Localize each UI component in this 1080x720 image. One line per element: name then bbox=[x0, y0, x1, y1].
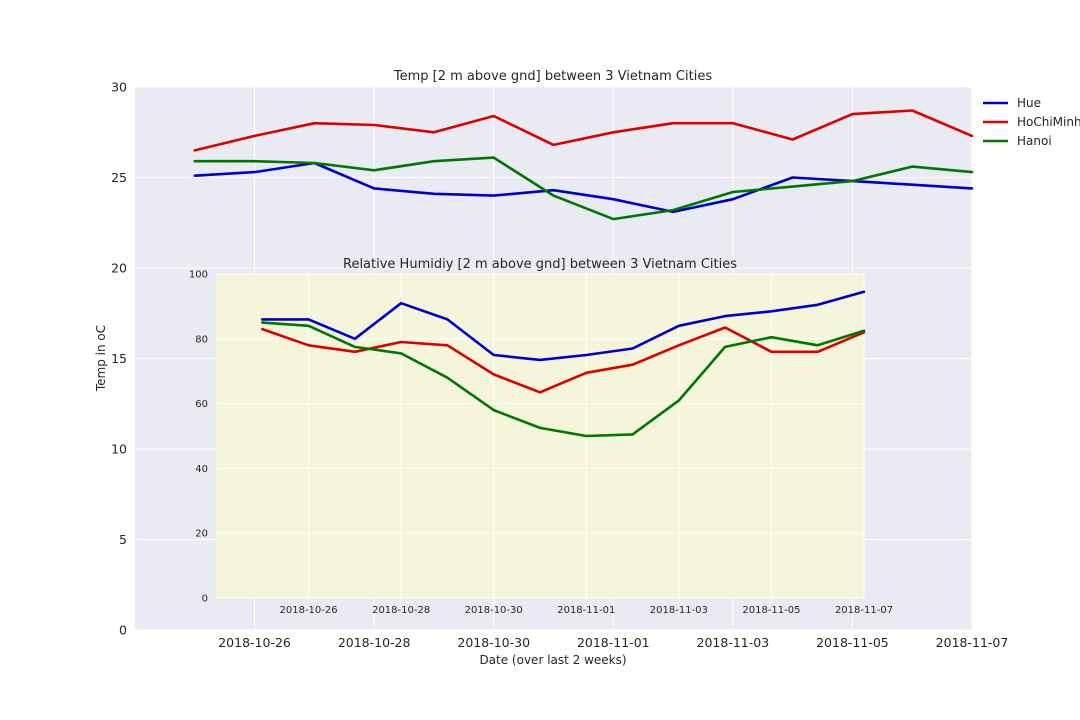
main-x-tick-label: 2018-10-28 bbox=[338, 635, 411, 650]
inset-series-lines bbox=[260, 290, 866, 438]
main-x-tick-label: 2018-11-05 bbox=[816, 635, 889, 650]
inset-chart-title: Relative Humidiy [2 m above gnd] between… bbox=[343, 257, 737, 272]
main-chart-title: Temp [2 m above gnd] between 3 Vietnam C… bbox=[393, 69, 712, 84]
legend-label-hue: Hue bbox=[1017, 96, 1041, 110]
main-series-hochiminh-line bbox=[193, 109, 974, 152]
inset-x-tick-label: 2018-10-28 bbox=[372, 605, 430, 616]
inset-chart: 2018-10-26 2018-10-28 2018-10-30 2018-11-01… bbox=[189, 257, 893, 616]
main-series-hue-line bbox=[193, 161, 974, 214]
legend: Hue HoChiMinh Hanoi bbox=[983, 96, 1080, 148]
main-y-tick-label: 10 bbox=[111, 441, 127, 456]
main-y-tick-label: 15 bbox=[111, 351, 127, 366]
inset-y-tick-label: 100 bbox=[189, 270, 208, 281]
inset-y-tick-label: 20 bbox=[195, 529, 208, 540]
main-y-tick-label: 5 bbox=[119, 532, 127, 547]
main-y-axis-label: Temp in oC bbox=[94, 325, 108, 392]
inset-series-hochiminh-line bbox=[260, 326, 866, 394]
main-y-tick-label: 25 bbox=[111, 170, 127, 185]
inset-x-tick-label: 2018-11-03 bbox=[650, 605, 708, 616]
main-y-tick-label: 0 bbox=[119, 622, 127, 637]
inset-x-tick-label: 2018-11-01 bbox=[557, 605, 615, 616]
main-series-lines bbox=[193, 109, 974, 221]
inset-y-tick-label: 60 bbox=[195, 399, 208, 410]
main-y-tick-label: 30 bbox=[111, 79, 127, 94]
main-y-tick-labels: 0 5 10 15 20 25 30 bbox=[111, 79, 127, 637]
legend-label-hanoi: Hanoi bbox=[1017, 134, 1052, 148]
main-x-tick-label: 2018-10-26 bbox=[218, 635, 291, 650]
main-y-tick-label: 20 bbox=[111, 260, 127, 275]
main-x-tick-label: 2018-10-30 bbox=[457, 635, 530, 650]
main-x-tick-labels: 2018-10-26 2018-10-28 2018-10-30 2018-11-01… bbox=[218, 635, 1008, 650]
main-x-tick-label: 2018-11-03 bbox=[697, 635, 770, 650]
main-x-tick-label: 2018-11-01 bbox=[577, 635, 650, 650]
inset-x-tick-label: 2018-11-07 bbox=[835, 605, 893, 616]
inset-x-tick-label: 2018-11-05 bbox=[742, 605, 800, 616]
inset-x-tick-label: 2018-10-30 bbox=[465, 605, 523, 616]
main-x-axis-label: Date (over last 2 weeks) bbox=[479, 653, 626, 667]
inset-plot-area bbox=[216, 274, 864, 598]
inset-y-tick-labels: 0 20 40 60 80 100 bbox=[189, 270, 208, 605]
inset-x-tick-label: 2018-10-26 bbox=[280, 605, 338, 616]
inset-y-tick-label: 80 bbox=[195, 334, 208, 345]
inset-series-hanoi-line bbox=[260, 321, 866, 438]
inset-y-tick-label: 40 bbox=[195, 464, 208, 475]
legend-label-hochiminh: HoChiMinh bbox=[1017, 115, 1080, 129]
inset-y-tick-label: 0 bbox=[202, 594, 208, 605]
main-series-hanoi-line bbox=[193, 156, 974, 221]
inset-gridlines bbox=[216, 273, 865, 599]
inset-x-tick-labels: 2018-10-26 2018-10-28 2018-10-30 2018-11-01… bbox=[280, 605, 894, 616]
inset-series-hue-line bbox=[260, 290, 866, 362]
main-x-tick-label: 2018-11-07 bbox=[936, 635, 1009, 650]
